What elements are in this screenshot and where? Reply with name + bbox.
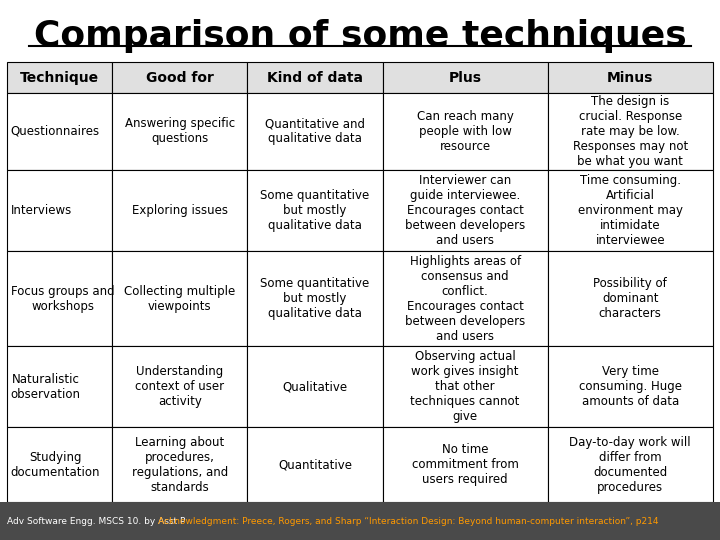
Text: Adv Software Engg. MSCS 10. by Asst P: Adv Software Engg. MSCS 10. by Asst P [7,517,186,525]
Text: Interviews: Interviews [11,204,72,217]
Bar [548,62,713,93]
Text: Day-to-day work will
differ from
documented
procedures: Day-to-day work will differ from documen… [570,436,691,494]
Text: Time consuming.
Artificial
environment may
intimidate
interviewee: Time consuming. Artificial environment m… [577,174,683,247]
Text: Good for: Good for [146,71,214,84]
Text: Plus: Plus [449,71,482,84]
Text: The design is
crucial. Response
rate may be low.
Responses may not
be what you w: The design is crucial. Response rate may… [572,95,688,168]
Text: Kind of data: Kind of data [267,71,363,84]
Bar [248,62,382,93]
Text: Some quantitative
but mostly
qualitative data: Some quantitative but mostly qualitative… [261,277,369,320]
Text: Learning about
procedures,
regulations, and
standards: Learning about procedures, regulations, … [132,436,228,494]
Text: Qualitative: Qualitative [282,380,348,393]
Text: Quantitative and
qualitative data: Quantitative and qualitative data [265,117,365,145]
Text: Minus: Minus [607,71,654,84]
Text: Acknowledgment: Preece, Rogers, and Sharp “Interaction Design: Beyond human-comp: Acknowledgment: Preece, Rogers, and Shar… [158,517,659,525]
Text: No time
commitment from
users required: No time commitment from users required [412,443,518,487]
Text: Possibility of
dominant
characters: Possibility of dominant characters [593,277,667,320]
Text: Understanding
context of user
activity: Understanding context of user activity [135,365,225,408]
Text: Collecting multiple
viewpoints: Collecting multiple viewpoints [125,285,235,313]
Text: Focus groups and
workshops: Focus groups and workshops [11,285,114,313]
Text: Quantitative: Quantitative [278,458,352,471]
Text: Comparison of some techniques: Comparison of some techniques [34,19,686,53]
Bar [0,502,720,540]
Text: Naturalistic
observation: Naturalistic observation [11,373,81,401]
Text: Can reach many
people with low
resource: Can reach many people with low resource [417,110,513,153]
Text: Studying
documentation: Studying documentation [11,451,100,479]
Text: Very time
consuming. Huge
amounts of data: Very time consuming. Huge amounts of dat… [579,365,682,408]
Text: Interviewer can
guide interviewee.
Encourages contact
between developers
and use: Interviewer can guide interviewee. Encou… [405,174,525,247]
Bar [382,62,548,93]
Text: Highlights areas of
consensus and
conflict.
Encourages contact
between developer: Highlights areas of consensus and confli… [405,255,525,343]
Text: Some quantitative
but mostly
qualitative data: Some quantitative but mostly qualitative… [261,189,369,232]
Text: Observing actual
work gives insight
that other
techniques cannot
give: Observing actual work gives insight that… [410,350,520,423]
Text: Questionnaires: Questionnaires [11,125,100,138]
Text: Technique: Technique [20,71,99,84]
Text: Exploring issues: Exploring issues [132,204,228,217]
Bar [7,62,112,93]
Bar [112,62,248,93]
Text: Answering specific
questions: Answering specific questions [125,117,235,145]
